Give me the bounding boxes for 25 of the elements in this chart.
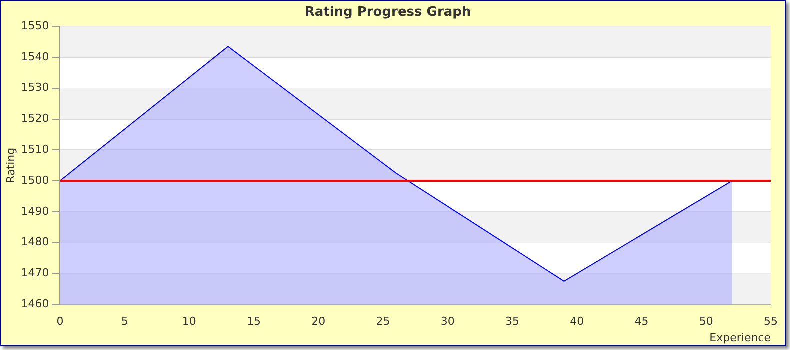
x-tick-label: 45 (634, 315, 649, 328)
y-tick-label: 1520 (21, 112, 50, 126)
x-tick-label: 35 (506, 315, 520, 328)
y-tick-label: 1540 (21, 50, 50, 64)
y-tick-label: 1510 (21, 143, 50, 156)
y-axis-title: Rating (4, 148, 18, 184)
y-tick-label: 1490 (21, 204, 50, 218)
y-tick-label: 1460 (21, 297, 50, 310)
x-tick-label: 5 (121, 315, 128, 328)
x-tick-label: 15 (247, 315, 262, 328)
x-tick-label: 0 (56, 315, 64, 328)
x-axis-title: Experience (710, 331, 772, 344)
y-tick-label: 1500 (21, 174, 50, 187)
x-tick-label: 25 (376, 315, 390, 328)
y-tick-label: 1480 (21, 236, 50, 249)
x-tick-label: 30 (440, 315, 455, 328)
x-tick-label: 40 (570, 315, 584, 328)
y-tick-label: 1550 (21, 19, 50, 32)
y-tick-label: 1530 (21, 81, 50, 94)
x-tick-label: 20 (312, 315, 326, 328)
x-tick-label: 55 (764, 315, 778, 328)
y-tick-label: 1470 (21, 266, 50, 280)
x-tick-label: 10 (182, 315, 196, 328)
x-tick-label: 50 (699, 315, 714, 328)
chart-title: Rating Progress Graph (304, 5, 472, 20)
